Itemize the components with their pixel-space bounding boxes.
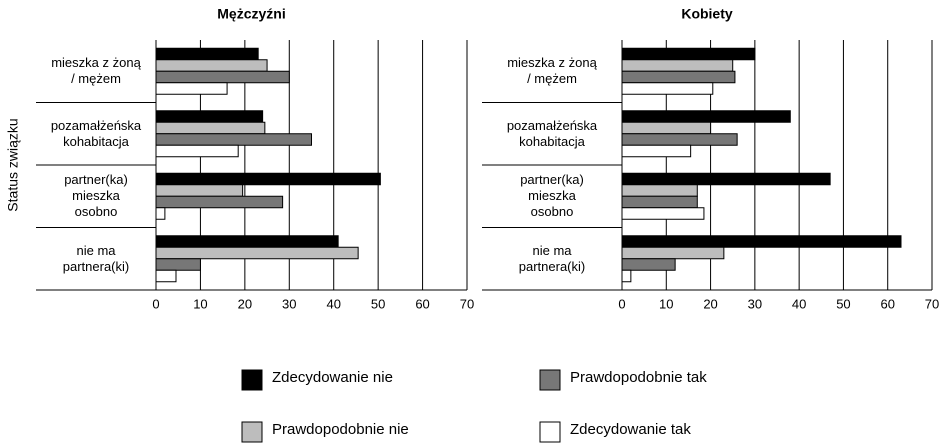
bar: [621, 207, 705, 220]
bar: [621, 195, 698, 209]
bar: [155, 144, 239, 158]
y-tick-label: nie ma partnera(ki): [518, 242, 586, 274]
legend-swatch: [539, 421, 561, 443]
legend-label: Prawdopodobnie tak: [570, 369, 707, 386]
legend-label: Zdecydowanie tak: [570, 421, 691, 438]
bar: [621, 269, 632, 283]
chart-title: Mężczyźni: [217, 6, 285, 22]
x-tick-label: 10: [193, 296, 207, 311]
category-label-box: mieszka z żoną / mężem: [51, 55, 141, 87]
bar: [621, 59, 734, 72]
bar: [155, 195, 284, 209]
bar: [155, 172, 381, 186]
category-label-box: nie ma partnera(ki): [518, 242, 586, 274]
category-label-box: partner(ka) mieszka osobno: [520, 172, 584, 220]
bar: [621, 172, 831, 186]
legend-swatch: [241, 369, 263, 391]
bar: [155, 121, 266, 135]
bar: [621, 121, 712, 135]
y-tick-label: pozamałżeńska kohabitacja: [50, 117, 142, 149]
bar: [155, 184, 244, 197]
category-label-box: partner(ka) mieszka osobno: [64, 172, 128, 220]
bar: [621, 235, 902, 248]
x-tick-label: 20: [238, 296, 252, 311]
bar: [621, 82, 714, 95]
y-tick-label: pozamałżeńska kohabitacja: [506, 117, 598, 149]
x-tick-label: 40: [792, 296, 806, 311]
bar: [155, 246, 359, 260]
category-label-box: mieszka z żoną / mężem: [507, 55, 597, 87]
bar: [621, 70, 736, 84]
bar: [155, 82, 228, 95]
y-tick-label: nie ma partnera(ki): [62, 242, 130, 274]
y-axis-label: Status związku: [5, 118, 21, 211]
bar: [621, 47, 756, 61]
bar: [155, 235, 339, 248]
x-tick-label: 60: [415, 296, 429, 311]
x-tick-label: 20: [703, 296, 717, 311]
category-label-box: pozamałżeńska kohabitacja: [506, 117, 598, 149]
bar: [621, 184, 698, 197]
x-tick-label: 0: [152, 296, 159, 311]
chart-title: Kobiety: [681, 6, 733, 22]
category-label-box: nie ma partnera(ki): [62, 242, 130, 274]
legend-swatch: [241, 421, 263, 443]
bar: [155, 110, 264, 123]
bar: [155, 258, 201, 271]
bar: [155, 269, 177, 283]
x-tick-label: 30: [282, 296, 296, 311]
bar: [155, 47, 259, 61]
x-tick-label: 70: [460, 296, 474, 311]
x-tick-label: 50: [371, 296, 385, 311]
y-tick-label: partner(ka) mieszka osobno: [520, 172, 584, 220]
bar: [621, 144, 692, 158]
bar: [621, 258, 676, 271]
x-tick-label: 50: [836, 296, 850, 311]
bar: [155, 59, 268, 72]
x-tick-label: 60: [880, 296, 894, 311]
legend-label: Prawdopodobnie nie: [272, 421, 409, 438]
x-tick-label: 30: [748, 296, 762, 311]
bar: [155, 70, 290, 84]
legend-swatch: [539, 369, 561, 391]
y-tick-label: mieszka z żoną / mężem: [51, 55, 141, 87]
bar: [621, 246, 725, 260]
category-label-box: pozamałżeńska kohabitacja: [50, 117, 142, 149]
bar: [155, 207, 166, 220]
x-tick-label: 0: [618, 296, 625, 311]
x-tick-label: 40: [326, 296, 340, 311]
bar: [621, 110, 791, 123]
y-tick-label: partner(ka) mieszka osobno: [64, 172, 128, 220]
legend-label: Zdecydowanie nie: [272, 369, 393, 386]
x-tick-label: 70: [925, 296, 939, 311]
bar: [621, 133, 738, 146]
bar: [155, 133, 312, 146]
y-tick-label: mieszka z żoną / mężem: [507, 55, 597, 87]
x-tick-label: 10: [659, 296, 673, 311]
